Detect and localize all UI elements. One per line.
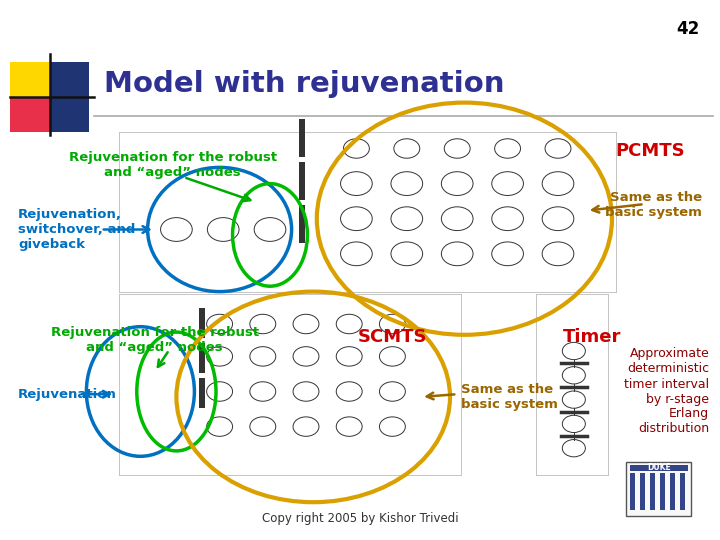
Circle shape — [336, 347, 362, 366]
Text: SCMTS: SCMTS — [358, 328, 427, 347]
Circle shape — [336, 382, 362, 401]
Circle shape — [441, 207, 473, 231]
Circle shape — [250, 417, 276, 436]
Bar — [199, 308, 205, 338]
Circle shape — [562, 440, 585, 457]
Circle shape — [492, 242, 523, 266]
Circle shape — [542, 172, 574, 195]
Circle shape — [495, 139, 521, 158]
Circle shape — [542, 207, 574, 231]
Bar — [199, 343, 205, 373]
Bar — [650, 472, 655, 510]
Bar — [299, 119, 305, 157]
Text: 42: 42 — [677, 20, 700, 38]
Bar — [10, 97, 50, 132]
Bar — [630, 472, 635, 510]
Circle shape — [250, 382, 276, 401]
Circle shape — [207, 218, 239, 241]
Circle shape — [207, 417, 233, 436]
Circle shape — [250, 347, 276, 366]
Circle shape — [444, 139, 470, 158]
Bar — [640, 472, 645, 510]
Circle shape — [207, 382, 233, 401]
Text: DUKE: DUKE — [647, 463, 670, 471]
Circle shape — [545, 139, 571, 158]
Circle shape — [293, 314, 319, 334]
Circle shape — [343, 139, 369, 158]
Bar — [10, 62, 50, 97]
Circle shape — [391, 242, 423, 266]
Circle shape — [562, 415, 585, 433]
Circle shape — [391, 172, 423, 195]
Circle shape — [562, 367, 585, 384]
Bar — [670, 472, 675, 510]
Circle shape — [562, 342, 585, 360]
Circle shape — [293, 382, 319, 401]
Circle shape — [379, 382, 405, 401]
Circle shape — [161, 218, 192, 241]
Text: Same as the
basic system: Same as the basic system — [461, 383, 558, 411]
Text: PCMTS: PCMTS — [616, 142, 685, 160]
Circle shape — [379, 314, 405, 334]
Text: Rejuvenation: Rejuvenation — [18, 388, 117, 401]
Bar — [680, 472, 685, 510]
Circle shape — [379, 417, 405, 436]
Bar — [299, 162, 305, 200]
Circle shape — [542, 242, 574, 266]
Text: Rejuvenation for the robust
and “aged” nodes: Rejuvenation for the robust and “aged” n… — [50, 326, 259, 354]
Text: Timer: Timer — [562, 328, 621, 347]
Bar — [660, 472, 665, 510]
Circle shape — [293, 417, 319, 436]
Circle shape — [394, 139, 420, 158]
Circle shape — [441, 172, 473, 195]
Bar — [199, 378, 205, 408]
Circle shape — [341, 172, 372, 195]
Bar — [299, 205, 305, 243]
Circle shape — [293, 347, 319, 366]
Circle shape — [250, 314, 276, 334]
Circle shape — [341, 242, 372, 266]
Text: Approximate
deterministic
timer interval
by r-stage
Erlang
distribution: Approximate deterministic timer interval… — [624, 348, 709, 435]
Bar — [50, 62, 89, 132]
Circle shape — [379, 347, 405, 366]
Bar — [630, 465, 688, 471]
Circle shape — [207, 314, 233, 334]
Circle shape — [336, 314, 362, 334]
Text: Rejuvenation,
switchover, and
giveback: Rejuvenation, switchover, and giveback — [18, 208, 135, 251]
Text: Same as the
basic system: Same as the basic system — [605, 191, 702, 219]
Circle shape — [336, 417, 362, 436]
Circle shape — [441, 242, 473, 266]
Text: Model with rejuvenation: Model with rejuvenation — [104, 70, 505, 98]
Circle shape — [492, 172, 523, 195]
Text: Copy right 2005 by Kishor Trivedi: Copy right 2005 by Kishor Trivedi — [261, 512, 459, 525]
Circle shape — [562, 391, 585, 408]
Circle shape — [254, 218, 286, 241]
Circle shape — [207, 347, 233, 366]
Text: Rejuvenation for the robust
and “aged” nodes: Rejuvenation for the robust and “aged” n… — [68, 151, 277, 179]
Circle shape — [341, 207, 372, 231]
Circle shape — [492, 207, 523, 231]
Bar — [626, 462, 691, 516]
Circle shape — [391, 207, 423, 231]
